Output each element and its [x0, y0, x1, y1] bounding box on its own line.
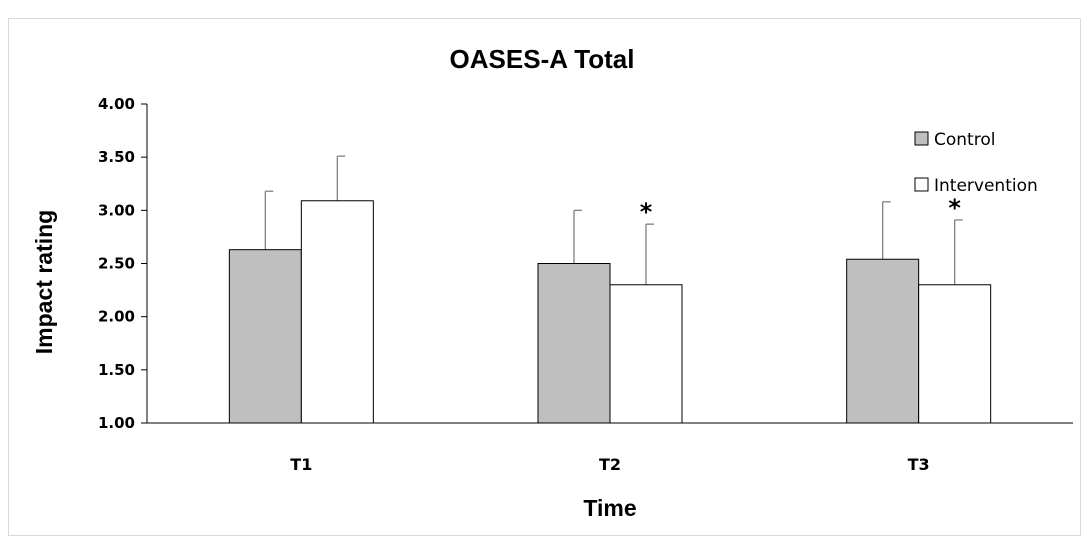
y-tick-label: 2.00 [98, 308, 135, 326]
x-tick-label: T2 [599, 455, 621, 474]
bar-intervention-t2 [609, 284, 683, 424]
bar-intervention-t1 [300, 200, 374, 424]
legend: Control Intervention [914, 130, 1038, 196]
x-tick-label: T3 [908, 455, 930, 474]
y-tick-label: 1.00 [98, 414, 135, 432]
legend-swatch-intervention [914, 177, 929, 192]
bar-control-t2 [537, 263, 611, 424]
plot-layer: 1.00 1.50 2.00 2.50 3.00 3.50 4.00 T1 T2 T3 * * [98, 95, 1073, 474]
legend-label-control: Control [934, 130, 995, 150]
bar-control-t3 [846, 258, 920, 424]
significance-marker: * [640, 198, 653, 226]
legend-label-intervention: Intervention [934, 176, 1038, 196]
y-tick-label: 3.00 [98, 201, 135, 219]
y-tick-label: 4.00 [98, 95, 135, 113]
x-tick-label: T1 [290, 455, 312, 474]
y-axis-title: Impact rating [31, 210, 57, 354]
y-tick-label: 1.50 [98, 361, 135, 379]
y-tick-label: 2.50 [98, 255, 135, 273]
y-tick-label: 3.50 [98, 148, 135, 166]
bar-control-t1 [228, 249, 302, 424]
chart-title: OASES-A Total [450, 44, 635, 74]
legend-swatch-control [914, 131, 929, 146]
significance-marker: * [948, 194, 961, 222]
x-axis-title: Time [583, 495, 636, 521]
bar-intervention-t3 [918, 284, 992, 424]
